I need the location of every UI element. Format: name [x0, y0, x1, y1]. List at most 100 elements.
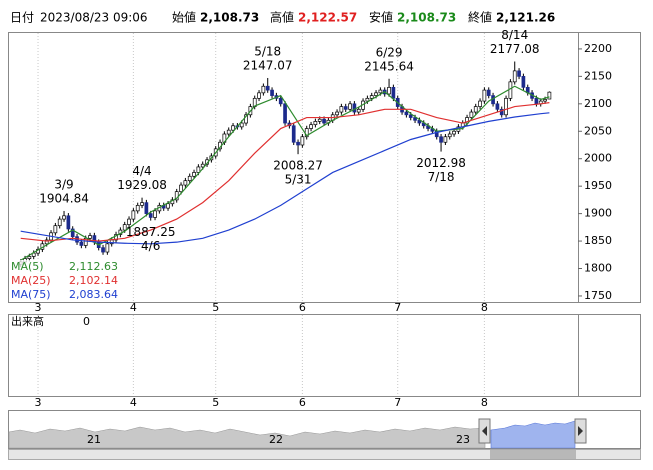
x-tick-label: 7 [394, 301, 401, 314]
y-tick-label: 1950 [584, 179, 612, 192]
candle-body [482, 89, 487, 102]
annotation-value: 2177.08 [490, 42, 540, 56]
candle-body [53, 225, 58, 234]
candle-body [309, 124, 313, 129]
candle-body [443, 136, 448, 143]
legend-bg [10, 288, 120, 302]
candle-body [478, 100, 482, 107]
scrollbar-thumb[interactable] [490, 450, 576, 459]
candle-body [504, 97, 508, 116]
candle-body [283, 103, 287, 124]
y-tick-label: 2150 [584, 69, 612, 82]
candle-body [140, 202, 144, 206]
candle-body [322, 118, 326, 124]
candle-body [343, 106, 348, 110]
legend-value: 2,083.64 [69, 288, 118, 301]
annotation-date: 8/14 [501, 28, 528, 42]
candle-body [369, 95, 374, 99]
y-tick-label: 1800 [584, 262, 612, 275]
ma-line [20, 112, 550, 245]
navigator-label: 22 [269, 433, 283, 446]
candle-body [378, 89, 383, 94]
candle-body [547, 91, 552, 100]
candle-body [127, 218, 131, 225]
candle-body [291, 125, 296, 143]
header-label: 終値 [468, 10, 492, 25]
candle-body [70, 228, 75, 238]
candle-body [413, 117, 417, 121]
handle-arrow [482, 426, 487, 436]
volume-value: 0 [83, 315, 90, 328]
candle-body [495, 103, 500, 110]
candle-body [66, 215, 71, 230]
annotation-value: 1904.84 [39, 191, 89, 205]
header-close: 2,121.26 [496, 11, 555, 25]
legend-name: MA(25) [11, 274, 51, 287]
legend-name: MA(5) [11, 260, 44, 273]
candle-body [335, 111, 339, 116]
candle-body [473, 106, 478, 113]
annotation-value: 2147.07 [243, 58, 293, 72]
candle-body [339, 106, 344, 113]
y-tick-label: 1850 [584, 234, 612, 247]
candle-body [239, 122, 244, 128]
legend-name: MA(75) [11, 288, 51, 301]
candle-body [278, 97, 283, 105]
candle-body [196, 166, 201, 173]
navigator-label: 21 [87, 433, 101, 446]
annotation-value: 2012.98 [416, 156, 466, 170]
x-tick-label: 5 [212, 301, 219, 314]
candle-body [313, 121, 318, 126]
candle-body [391, 86, 396, 99]
annotation-value: 2008.27 [273, 159, 323, 173]
header-label: 安値 [369, 10, 393, 25]
candle-body [231, 125, 235, 131]
candle-body [226, 129, 231, 135]
x-tick-label: 6 [299, 396, 306, 409]
x-tick-label: 4 [130, 396, 137, 409]
legend-bg [10, 260, 120, 274]
candle-body [148, 213, 153, 218]
annotation-date: 3/9 [54, 177, 73, 191]
x-tick-label: 4 [130, 301, 137, 314]
navigator-label: 23 [456, 433, 470, 446]
candle-body [144, 202, 149, 214]
candle-body [543, 99, 547, 102]
volume-panel [8, 314, 641, 397]
legend-value: 2,112.63 [69, 260, 118, 273]
candle-body [179, 184, 183, 193]
x-tick-label: 3 [35, 396, 42, 409]
header-date: 2023/08/23 09:06 [40, 11, 148, 25]
candle-body [153, 210, 157, 218]
candle-body [499, 108, 504, 116]
candle-body [270, 89, 274, 96]
candle-body [57, 218, 62, 227]
scrollbar[interactable] [8, 449, 641, 460]
candle-body [200, 163, 205, 168]
candle-body [88, 235, 92, 239]
candle-body [261, 85, 266, 94]
candle-body [469, 111, 474, 118]
candle-body [317, 118, 322, 122]
x-tick-label: 7 [394, 396, 401, 409]
annotation-value: 2145.64 [364, 59, 414, 73]
legend-bg [10, 274, 120, 288]
header-label: 日付 [10, 11, 34, 25]
candle-body [512, 70, 517, 83]
x-tick-label: 8 [481, 396, 488, 409]
header-open: 2,108.73 [200, 11, 259, 25]
candle-body [365, 97, 370, 102]
candle-body [62, 215, 66, 220]
annotation-date: 5/31 [285, 173, 312, 187]
candle-body [105, 243, 110, 253]
candle-body [465, 117, 469, 124]
candle-body [517, 70, 521, 77]
candle-body [166, 203, 170, 209]
x-tick-label: 5 [212, 396, 219, 409]
candle-body [404, 111, 409, 116]
candle-body [122, 224, 127, 231]
volume-label: 出来高 [11, 314, 44, 328]
